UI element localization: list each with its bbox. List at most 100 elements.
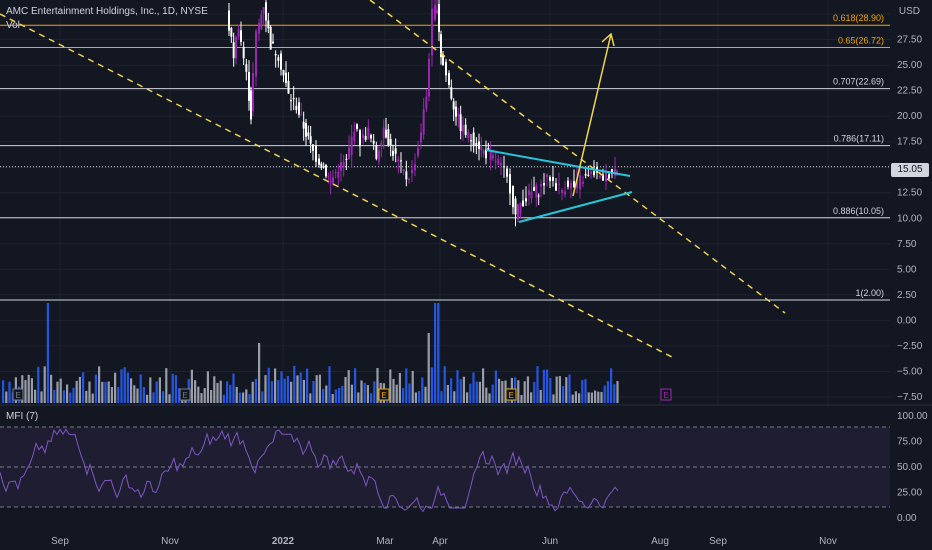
volume-bar [603, 385, 606, 403]
volume-bar [421, 377, 424, 403]
price-axis-label: −5.00 [897, 366, 923, 377]
last-price-tag: 15.05 [891, 163, 929, 177]
candle-body [387, 129, 390, 146]
volume-bar [2, 380, 5, 403]
volume-bar [574, 391, 577, 403]
channel-lower-line [0, 13, 673, 358]
candle-body [500, 162, 502, 166]
volume-bar [491, 384, 494, 403]
volume-label: Vol [6, 20, 20, 31]
volume-bar [158, 377, 161, 403]
volume-bar [523, 381, 526, 403]
price-axis-label: 5.00 [897, 264, 917, 275]
volume-bar [254, 378, 257, 403]
volume-bar [62, 390, 65, 403]
candle-body [342, 161, 345, 168]
candle-body [389, 138, 392, 146]
time-axis-label: Sep [51, 536, 69, 547]
volume-bar [136, 388, 139, 403]
time-axis-label: Nov [161, 536, 179, 547]
volume-bar [110, 387, 113, 403]
candle-body [470, 140, 472, 142]
candle-body [298, 102, 300, 115]
candle-body [274, 53, 277, 56]
candle-body [438, 4, 440, 32]
volume-bar [331, 393, 334, 403]
volume-bar [302, 379, 305, 403]
volume-bar [478, 381, 481, 403]
volume-bar [610, 368, 613, 403]
volume-bar [50, 374, 53, 403]
volume-bar [584, 379, 587, 403]
candle-body [348, 147, 350, 160]
volume-bar [245, 389, 248, 403]
candle-body [546, 174, 548, 178]
volume-bar [88, 381, 91, 403]
volume-bar [437, 303, 440, 403]
volume-bar [72, 387, 75, 403]
candle-body [489, 151, 492, 161]
symbol-title[interactable]: AMC Entertainment Holdings, Inc., 1D, NY… [6, 6, 208, 17]
volume-bar [264, 375, 267, 403]
candle-body [237, 29, 240, 37]
volume-bar [146, 394, 149, 403]
volume-bar [27, 374, 30, 403]
candle-body [428, 58, 430, 97]
volume-bar [229, 384, 232, 403]
candle-body [372, 140, 375, 144]
time-axis-label: Sep [709, 536, 727, 547]
candle-body [417, 147, 419, 156]
volume-bar [114, 372, 117, 403]
earnings-marker-2: E [378, 388, 390, 401]
candle-body [378, 150, 380, 162]
volume-bar [142, 386, 145, 403]
candle-body [605, 171, 607, 182]
price-axis-label: 25.00 [897, 60, 922, 71]
candle-body [364, 136, 367, 140]
volume-bar [200, 393, 203, 403]
volume-bar [485, 387, 488, 403]
candle-body [480, 146, 483, 151]
volume-bar [235, 386, 238, 403]
volume-bar [306, 368, 309, 403]
candle-body [576, 178, 578, 188]
volume-bar [597, 391, 600, 403]
volume-bar [5, 391, 8, 403]
volume-bar [578, 393, 581, 403]
volume-bar [462, 376, 465, 403]
volume-bar [190, 369, 193, 403]
candle-body [356, 124, 358, 129]
price-axis-label: 12.50 [897, 188, 922, 199]
price-axis-label: 10.00 [897, 213, 922, 224]
volume-bar [37, 366, 40, 403]
volume-bar [267, 367, 270, 403]
volume-bar [290, 381, 293, 403]
volume-bar [328, 366, 331, 403]
candle-body [464, 124, 467, 135]
candle-body [614, 168, 616, 176]
volume-bar [82, 372, 85, 403]
volume-bar [363, 382, 366, 403]
candle-body [573, 181, 575, 187]
volume-bar [475, 381, 478, 403]
time-axis-label: Jun [542, 536, 558, 547]
candle-body [322, 166, 325, 168]
candle-body [590, 171, 592, 175]
price-axis-label: 2.50 [897, 290, 917, 301]
price-axis-label: 17.50 [897, 137, 922, 148]
triangle-lower-line [518, 191, 633, 223]
volume-bar [98, 366, 101, 403]
volume-bar [139, 374, 142, 403]
volume-bar [600, 391, 603, 403]
volume-bar [549, 377, 552, 403]
volume-bar [210, 390, 213, 403]
candle-body [382, 127, 385, 139]
svg-text:E: E [15, 391, 20, 400]
volume-bar [242, 392, 245, 403]
volume-bar [318, 374, 321, 403]
volume-bar [133, 385, 136, 403]
volume-bar [56, 381, 59, 403]
volume-bar [46, 303, 49, 403]
volume-bar [562, 386, 565, 403]
